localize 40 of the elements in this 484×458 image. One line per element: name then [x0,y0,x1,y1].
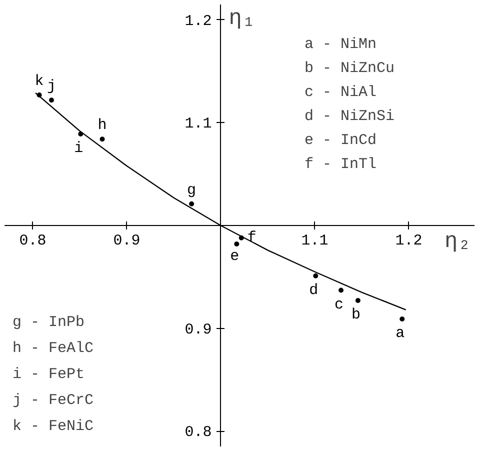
annotation: j [47,78,56,96]
annotation: g - InPb [12,314,85,331]
point [234,242,240,246]
x-tick-label: 1.1 [301,232,328,250]
y-tick-label: 0.8 [184,424,212,442]
annotation: a - NiMn [304,36,377,53]
annotation: h [98,117,107,134]
annotation: c [334,296,344,314]
annotation: c - NiAl [304,84,377,101]
point [338,288,344,293]
x-tick-label: 1.2 [395,232,422,250]
annotation: b [351,306,360,324]
annotation: k [34,72,44,90]
annotation: f [247,229,256,246]
y-tick-label: 1.2 [184,12,212,30]
annotation: i - FePt [12,366,85,383]
annotation: d [309,282,318,299]
point [189,201,194,206]
point [49,98,54,103]
annotation: a [396,325,405,342]
annotation: d - NiZnSi [304,108,395,125]
annotation: f - InTl [304,156,377,173]
x-axis-title: η₂ [444,229,471,254]
point [400,316,405,322]
annotation: h - FeAlC [12,340,94,357]
annotation: j - FeCrC [12,392,94,409]
point [100,136,105,142]
annotation: e [230,248,240,265]
point [355,298,360,304]
annotation: e - InCd [304,132,377,149]
annotation: k - FeNiC [12,418,94,435]
y-axis-title: η₁ [228,6,256,31]
x-tick-label: 0.9 [113,232,140,250]
annotation: i [74,140,84,158]
point [313,273,318,278]
annotation: b - NiZnCu [304,60,395,77]
annotation: g [187,182,196,199]
y-tick-label: 1.1 [184,116,212,133]
x-tick-label: 0.8 [19,232,46,250]
y-tick-label: 0.9 [184,321,212,338]
